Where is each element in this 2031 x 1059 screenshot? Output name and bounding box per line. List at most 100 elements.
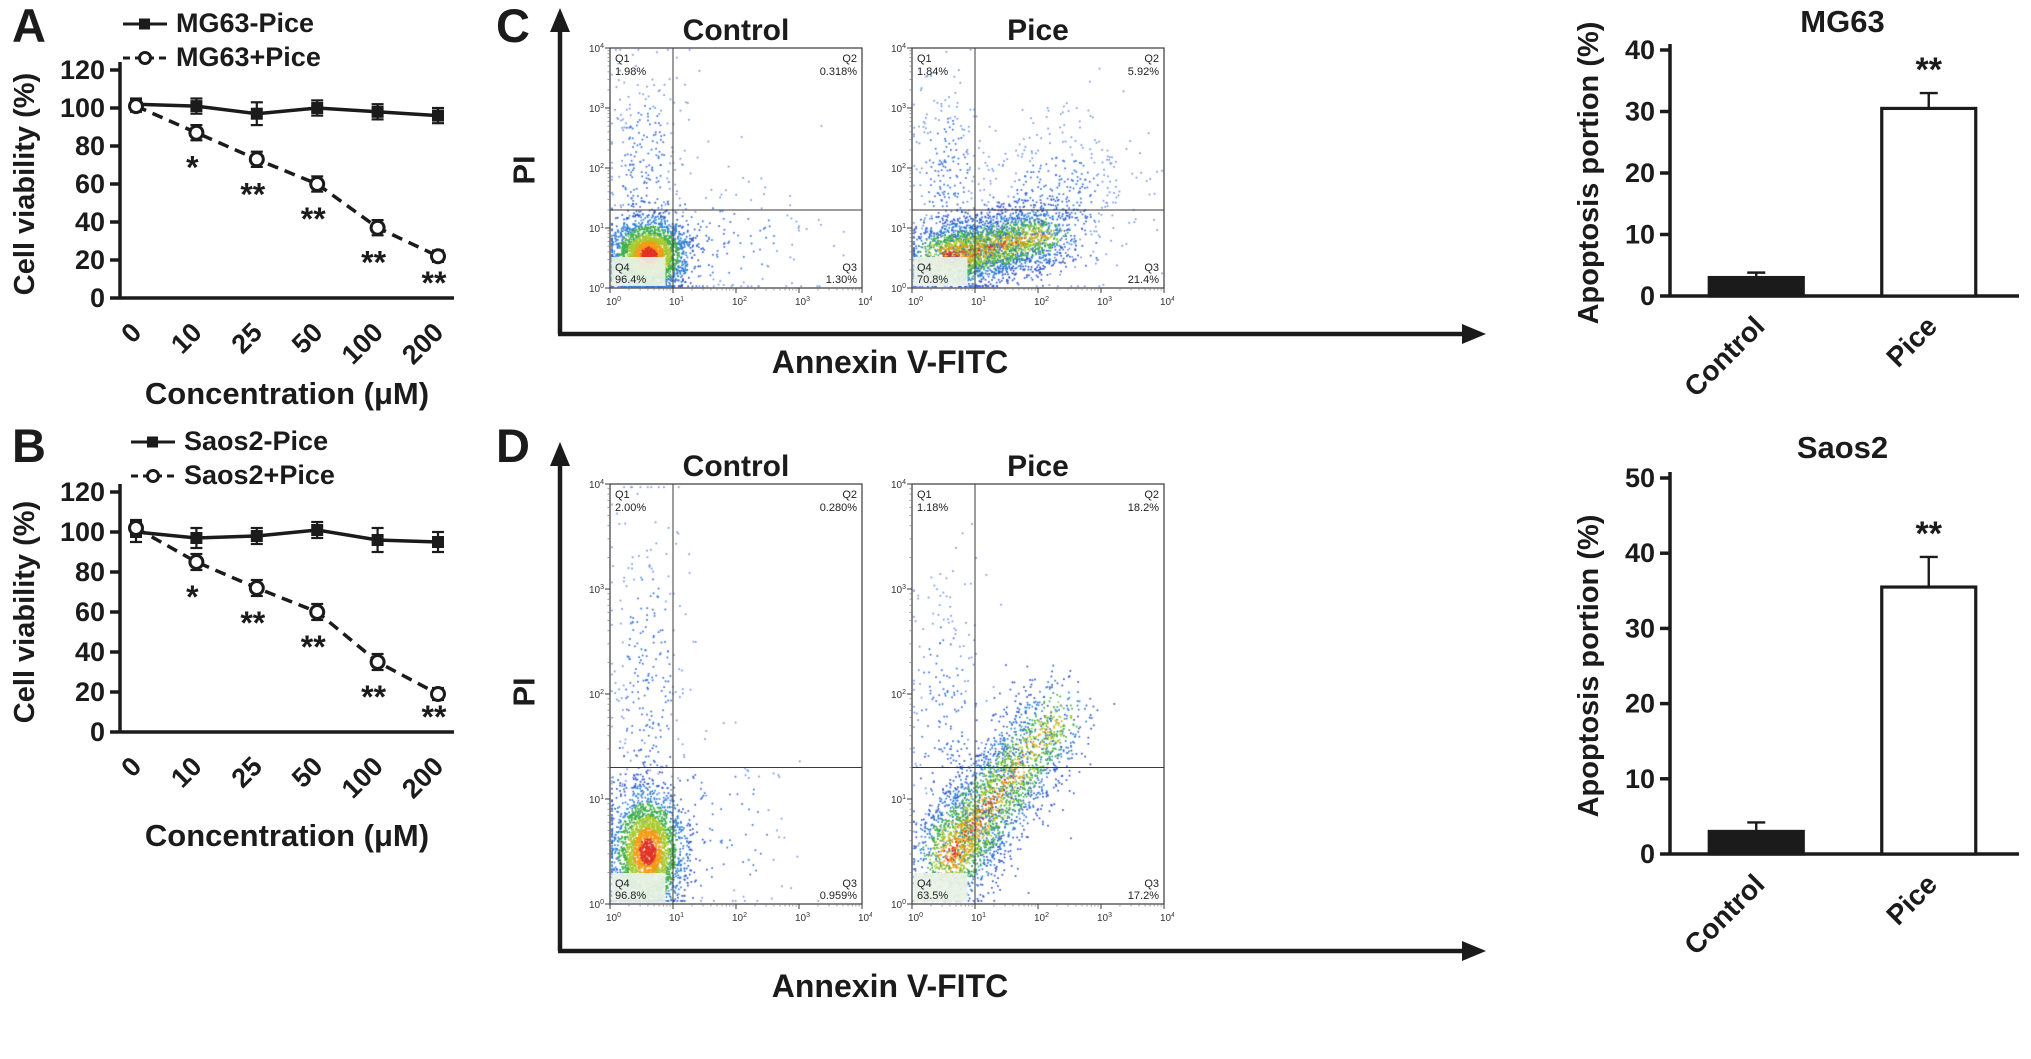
- svg-text:80: 80: [75, 131, 105, 161]
- svg-text:100: 100: [908, 912, 923, 924]
- svg-text:0.959%: 0.959%: [820, 890, 858, 902]
- svg-text:100: 100: [60, 517, 105, 547]
- svg-text:101: 101: [891, 223, 906, 235]
- svg-text:Control: Control: [1678, 310, 1770, 402]
- svg-text:1.98%: 1.98%: [615, 66, 646, 78]
- svg-text:103: 103: [891, 103, 906, 115]
- svg-text:**: **: [301, 629, 326, 665]
- svg-text:**: **: [301, 201, 326, 237]
- svg-text:Saos2: Saos2: [1797, 430, 1888, 465]
- svg-text:103: 103: [589, 103, 604, 115]
- svg-text:Apoptosis portion (%): Apoptosis portion (%): [1573, 22, 1605, 325]
- svg-text:101: 101: [971, 912, 986, 924]
- svg-text:Q1: Q1: [917, 489, 932, 501]
- svg-text:50: 50: [286, 751, 328, 793]
- svg-text:63.5%: 63.5%: [917, 890, 948, 902]
- svg-text:102: 102: [589, 689, 604, 701]
- svg-text:Q4: Q4: [615, 878, 630, 890]
- svg-text:Concentration (μM): Concentration (μM): [145, 818, 429, 853]
- legend-label: Saos2+Pice: [184, 460, 335, 490]
- open-circle-dashed-line-icon: [123, 50, 167, 65]
- svg-text:104: 104: [1160, 912, 1174, 924]
- svg-text:Q4: Q4: [917, 878, 932, 890]
- legend-label: MG63-Pice: [176, 8, 315, 38]
- svg-text:Q1: Q1: [615, 489, 630, 501]
- svg-text:104: 104: [858, 296, 872, 308]
- saos2-apoptosis-bar-chart: Saos2 0 10 20 30 40 50 Apoptosis portion (%) Con…: [1570, 420, 2031, 1059]
- svg-text:104: 104: [1160, 296, 1174, 308]
- svg-text:50: 50: [286, 317, 328, 359]
- svg-text:104: 104: [891, 43, 906, 55]
- svg-text:100: 100: [589, 283, 604, 295]
- svg-text:**: **: [422, 265, 447, 301]
- panel-c: C PI Control 100 100 101 101 102 102 103 103 104…: [480, 0, 1570, 420]
- svg-text:103: 103: [1097, 296, 1112, 308]
- svg-text:20: 20: [1625, 158, 1655, 188]
- svg-text:0: 0: [90, 717, 105, 747]
- svg-text:**: **: [422, 699, 447, 735]
- flow-plot-saos2-control: Control 100 100 101 101 102 102 103 103 104 104 Q1…: [570, 448, 872, 932]
- svg-text:Concentration (μM): Concentration (μM): [145, 376, 429, 411]
- svg-text:103: 103: [1097, 912, 1112, 924]
- svg-text:0: 0: [1640, 839, 1655, 869]
- flow-plot-title: Control: [682, 14, 790, 47]
- svg-text:25: 25: [226, 751, 268, 793]
- svg-text:101: 101: [669, 912, 684, 924]
- panel-b: B Saos2-Pice Saos2+Pice 0 20 40 60 80 100 120 0…: [0, 420, 480, 1059]
- svg-text:25: 25: [226, 317, 268, 359]
- svg-text:102: 102: [1034, 912, 1049, 924]
- panel-a: A MG63-Pice MG63+Pice 0 20 40 60 80 100 120 0 10…: [0, 0, 480, 420]
- svg-text:100: 100: [336, 751, 389, 804]
- svg-text:MG63: MG63: [1800, 4, 1884, 39]
- svg-text:60: 60: [75, 597, 105, 627]
- flow-scatter-dots: [610, 484, 862, 904]
- svg-text:18.2%: 18.2%: [1128, 502, 1159, 514]
- svg-text:1.30%: 1.30%: [826, 274, 857, 286]
- flow-scatter-dots: [610, 48, 862, 288]
- svg-text:103: 103: [589, 584, 604, 596]
- svg-text:120: 120: [60, 56, 105, 85]
- flow-plot-mg63-pice: Pice 100 100 101 101 102 102 103 103 104 104 Q1 1.8…: [872, 12, 1174, 316]
- svg-text:104: 104: [589, 43, 604, 55]
- flow-plot-title: Pice: [1007, 450, 1069, 483]
- svg-text:**: **: [361, 245, 386, 281]
- svg-text:100: 100: [60, 93, 105, 123]
- svg-text:70.8%: 70.8%: [917, 274, 948, 286]
- panel-d: D PI Control 100 100 101 101 102 102 103 103 104…: [480, 420, 1570, 1059]
- svg-text:10: 10: [165, 751, 207, 793]
- svg-text:96.4%: 96.4%: [615, 274, 646, 286]
- flow-axes-svg: 100100101101102102103103104104Q11.18%Q21…: [891, 479, 1174, 924]
- svg-text:*: *: [186, 150, 199, 186]
- svg-text:100: 100: [589, 899, 604, 911]
- saos2-viability-line-chart: 0 20 40 60 80 100 120 0 10 25 50 100 200 Cell viabili…: [8, 477, 470, 858]
- svg-text:Q2: Q2: [1144, 53, 1159, 65]
- legend-item-saos2-minus-pice: Saos2-Pice: [130, 426, 335, 457]
- svg-text:Q1: Q1: [615, 53, 630, 65]
- flow-plot-title: Control: [682, 450, 790, 483]
- svg-text:100: 100: [891, 899, 906, 911]
- panel-a-legend: MG63-Pice MG63+Pice: [122, 8, 321, 73]
- svg-text:1.84%: 1.84%: [917, 66, 948, 78]
- svg-text:Q3: Q3: [1144, 262, 1159, 274]
- svg-text:Q1: Q1: [917, 53, 932, 65]
- svg-text:**: **: [240, 176, 265, 212]
- svg-text:10: 10: [1625, 220, 1655, 250]
- svg-text:Cell viability (%): Cell viability (%): [9, 501, 41, 723]
- svg-text:100: 100: [908, 296, 923, 308]
- flow-scatter-dots: [912, 484, 1164, 904]
- svg-text:40: 40: [1625, 35, 1655, 65]
- svg-text:101: 101: [891, 794, 906, 806]
- svg-text:120: 120: [60, 478, 105, 507]
- svg-text:Q4: Q4: [615, 262, 630, 274]
- svg-text:20: 20: [75, 677, 105, 707]
- panel-a-letter: A: [12, 0, 46, 52]
- svg-text:103: 103: [795, 296, 810, 308]
- flow-axis-arrows-icon: [550, 8, 1486, 344]
- svg-text:17.2%: 17.2%: [1128, 890, 1159, 902]
- svg-text:40: 40: [1625, 538, 1655, 568]
- panel-b-legend: Saos2-Pice Saos2+Pice: [130, 426, 335, 491]
- annexin-axis-label: Annexin V-FITC: [771, 344, 1009, 380]
- svg-text:102: 102: [589, 163, 604, 175]
- saos2-apoptosis-bar-panel: Saos2 0 10 20 30 40 50 Apoptosis portion (%) Con…: [1570, 420, 2031, 1059]
